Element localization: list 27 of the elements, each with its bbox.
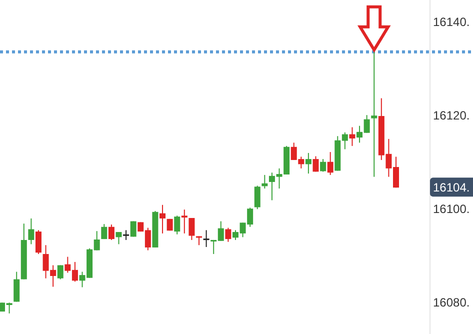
candlestick	[320, 158, 326, 172]
candlestick	[160, 204, 166, 234]
candlestick	[123, 230, 130, 240]
candlestick	[262, 174, 268, 190]
candlestick	[14, 271, 20, 302]
candlestick	[116, 232, 122, 245]
candlestick	[28, 218, 34, 245]
candlestick	[57, 264, 64, 280]
y-tick-label: 16080.	[433, 296, 470, 310]
candlestick	[181, 209, 188, 234]
y-tick-label: 16100.	[433, 202, 470, 216]
candlestick	[327, 152, 334, 176]
candlestick	[254, 185, 260, 210]
y-tick-label: 16140.	[433, 14, 470, 29]
candlestick	[108, 224, 114, 240]
candlestick	[349, 126, 356, 146]
candlestick	[35, 230, 42, 255]
candlestick	[371, 51, 378, 178]
candlestick	[225, 227, 232, 242]
candlestick	[188, 217, 195, 240]
candlestick	[203, 230, 210, 248]
candlestick	[305, 152, 312, 174]
text: 16104.	[433, 180, 470, 195]
candlestick	[312, 156, 319, 172]
candlestick	[101, 224, 108, 240]
candlestick	[174, 215, 180, 235]
y-tick-label: 16120.	[433, 108, 470, 122]
